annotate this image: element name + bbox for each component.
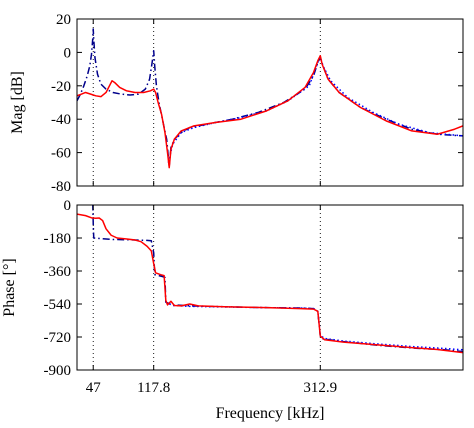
- y-tick-label: 0: [64, 45, 72, 61]
- y-axis-title: Phase [°]: [1, 258, 18, 316]
- y-tick-label: 0: [64, 198, 72, 214]
- series-group: [77, 205, 463, 354]
- y-tick-label: -180: [44, 231, 72, 247]
- magnitude-panel: 20 0 -20 -40 -60 -80 Mag [dB]: [9, 12, 464, 195]
- y-tick-label: -720: [44, 330, 72, 346]
- series-line-solid: [77, 213, 463, 354]
- series-group: [77, 28, 463, 169]
- x-tick-label: 312.9: [303, 380, 337, 396]
- x-axis-title: Frequency [kHz]: [216, 405, 325, 422]
- y-tick-label: -540: [44, 297, 72, 313]
- x-tick-label: 117.8: [137, 380, 170, 396]
- y-tick-label: -80: [51, 179, 71, 195]
- axes-frame: [76, 18, 464, 187]
- x-tick-label: 47: [86, 380, 102, 396]
- y-axis-title: Mag [dB]: [9, 71, 26, 134]
- y-tick-label: -360: [44, 264, 72, 280]
- series-line-solid: [77, 54, 463, 169]
- series-line-dashdot: [77, 28, 463, 167]
- y-tick-label: -40: [51, 112, 71, 128]
- series-line-dotted: [167, 56, 463, 163]
- y-tick-label: -60: [51, 146, 71, 162]
- axes-frame: [76, 204, 464, 371]
- y-tick-label: -20: [51, 79, 71, 95]
- series-line-dashdot: [91, 205, 463, 353]
- y-tick-label: -900: [44, 363, 72, 379]
- y-tick-label: 20: [56, 12, 71, 28]
- phase-panel: 0 -180 -360 -540 -720 -900 47 117.8 312.9 Phase […: [1, 198, 464, 422]
